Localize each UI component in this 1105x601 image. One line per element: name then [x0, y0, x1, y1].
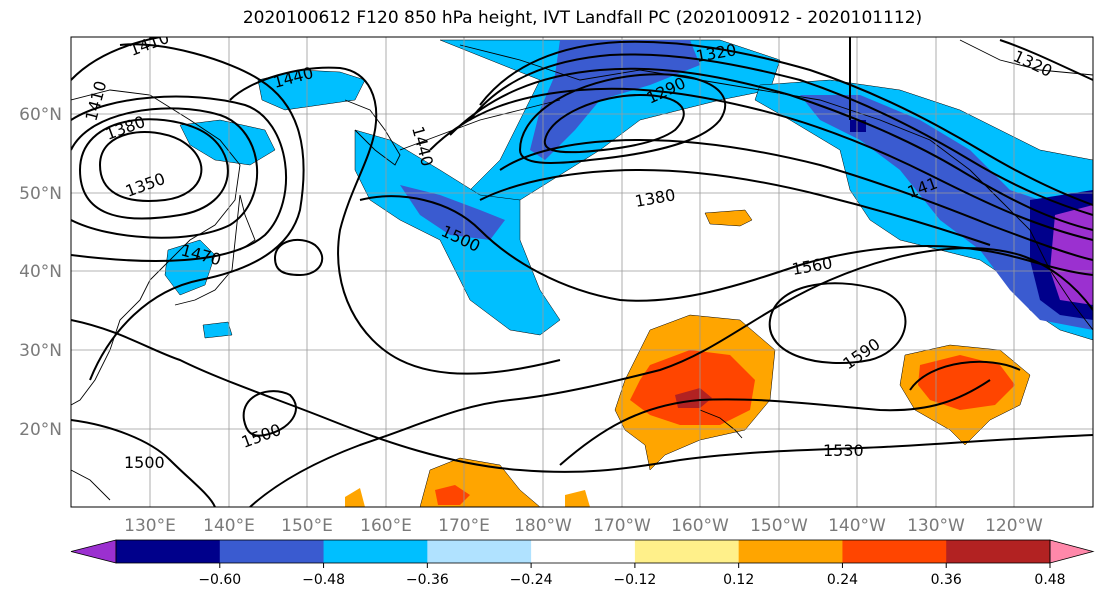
colorbar-extend-low: [70, 539, 117, 564]
contour-1590-east: [909, 360, 1021, 391]
contour-1560: [249, 247, 1093, 507]
colorbar-swatch: [738, 540, 843, 563]
shade-neg-japan-south: [164, 239, 216, 296]
shade-pos-small: [565, 490, 590, 507]
lon-label-140w: 140°W: [828, 516, 886, 536]
contour-1530: [71, 319, 1093, 473]
contour-1410-nw: [71, 37, 161, 81]
lon-label-160e: 160°E: [360, 516, 412, 536]
colorbar-tick-label: 0.24: [827, 572, 858, 588]
lon-label-140e: 140°E: [203, 516, 255, 536]
coast-aleutians: [399, 99, 561, 151]
contour-low-rings: [98, 131, 203, 202]
colorbar-ticks: −0.60 −0.48 −0.36 −0.24 −0.12 0.12 0.24 0.36 0.4…: [198, 563, 1066, 588]
lat-label-60: 60°N: [19, 105, 62, 125]
colorbar-tick-label: −0.48: [302, 572, 345, 588]
height-contours: [71, 37, 1093, 507]
shade-neg-bering: [257, 69, 366, 111]
shade-neg-alaska-purple-spot: [850, 120, 866, 132]
latitude-labels: 60°N 50°N 40°N 30°N 20°N: [19, 105, 62, 440]
contour-1380: [429, 87, 1093, 241]
shade-pos-south-red: [435, 485, 470, 505]
map-area: 1410 1410 1440 1440 1380 1350 1470 1500 …: [71, 37, 1093, 507]
colorbar-swatch: [116, 540, 221, 563]
lat-label-30: 30°N: [19, 341, 62, 361]
contour-1590-closed: [768, 282, 907, 364]
colorbar-swatch: [219, 540, 325, 563]
colorbar-swatch: [842, 540, 947, 563]
coast-borneo: [71, 469, 111, 501]
colorbar-tick-label: −0.60: [198, 572, 241, 588]
colorbar-swatch: [323, 540, 428, 563]
coast-hawaii: [699, 409, 743, 439]
shade-neg-japan-blob: [202, 321, 233, 339]
contour-closed-40: [273, 238, 324, 277]
contour-1320-east: [999, 39, 1093, 81]
colorbar-tick-label: 0.36: [931, 572, 962, 588]
lat-label-20: 20°N: [19, 420, 62, 440]
shade-pos-hawaii-darkred: [675, 388, 712, 408]
colorbar-extend-high: [1049, 539, 1095, 564]
coast-canada: [959, 39, 1093, 76]
lon-label-170e: 170°E: [438, 516, 490, 536]
lon-label-130e: 130°E: [124, 516, 176, 536]
lon-label-160w: 160°W: [671, 516, 729, 536]
coast-japan: [174, 194, 256, 306]
colorbar-swatch: [946, 540, 1051, 563]
shade-pos-small2: [345, 488, 365, 507]
shade-neg-alaska-north: [439, 39, 781, 216]
coast-alaska: [459, 44, 1093, 331]
lon-label-150w: 150°W: [750, 516, 808, 536]
colorbar-swatch: [634, 540, 740, 563]
colorbar-tick-label: −0.12: [613, 572, 656, 588]
lat-label-50: 50°N: [19, 184, 62, 204]
contour-1320-closed: [518, 73, 727, 164]
contour-label-1530: 1530: [823, 441, 864, 460]
contour-1500-mid: [359, 195, 1093, 302]
shade-pos-east-red: [918, 355, 1015, 410]
colorbar-tick-label: −0.24: [510, 572, 553, 588]
colorbar-swatches: [70, 539, 1095, 564]
colorbar: −0.60 −0.48 −0.36 −0.24 −0.12 0.12 0.24 0.36 0.4…: [70, 539, 1095, 588]
colorbar-tick-label: 0.48: [1034, 572, 1065, 588]
map-frame: [70, 36, 1094, 508]
contour-1500: [71, 419, 216, 507]
lon-label-170w: 170°W: [593, 516, 651, 536]
colorbar-swatch: [531, 540, 636, 563]
shade-neg-kamchatka-dark: [400, 185, 505, 240]
contour-1440-west: [89, 43, 305, 381]
lon-label-120w: 120°W: [985, 516, 1043, 536]
coast-kamchatka: [344, 99, 401, 166]
shade-pos-mid: [704, 209, 753, 227]
lon-label-150e: 150°E: [281, 516, 333, 536]
colorbar-tick-label: 0.12: [723, 572, 754, 588]
colorbar-swatch: [427, 540, 532, 563]
longitude-labels: 130°E 140°E 150°E 160°E 170°E 180°W 170°…: [124, 516, 1043, 536]
lon-label-180w: 180°W: [514, 516, 572, 536]
contour-label-1500-w: 1500: [124, 453, 165, 472]
graticule: [71, 37, 1093, 507]
lat-label-40: 40°N: [19, 262, 62, 282]
shade-neg-coast-purple: [1050, 205, 1093, 305]
colorbar-tick-label: −0.36: [406, 572, 449, 588]
map-title: 2020100612 F120 850 hPa height, IVT Land…: [242, 8, 923, 28]
lon-label-130w: 130°W: [907, 516, 965, 536]
coast-asia: [71, 89, 241, 406]
coastlines: [71, 39, 1093, 501]
contour-1560-lower: [559, 379, 991, 466]
colorbar-outline: [115, 539, 1051, 564]
